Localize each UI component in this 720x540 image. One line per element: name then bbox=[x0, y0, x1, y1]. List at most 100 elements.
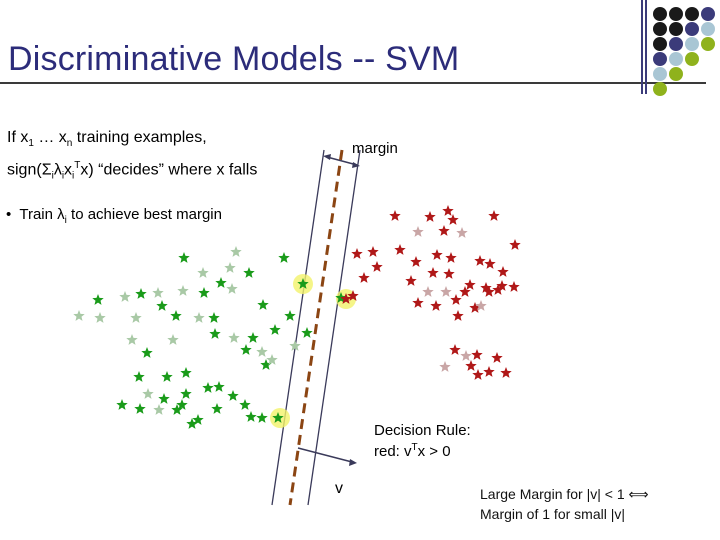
class-green-star bbox=[209, 328, 221, 339]
class-green-star bbox=[243, 267, 255, 278]
decor-dot bbox=[653, 52, 667, 66]
class-red-star bbox=[405, 275, 417, 286]
class-red-star bbox=[450, 294, 462, 305]
class-green-star bbox=[134, 403, 146, 414]
class-green-star bbox=[239, 399, 251, 410]
class-red-star bbox=[469, 302, 481, 313]
class-green-star bbox=[180, 388, 192, 399]
class-red-star bbox=[443, 268, 455, 279]
class-green-star bbox=[116, 399, 128, 410]
class-red-star bbox=[480, 282, 492, 293]
decor-dot bbox=[653, 7, 667, 21]
class-green-star bbox=[135, 288, 147, 299]
class-red-star bbox=[412, 297, 424, 308]
class-green-star bbox=[180, 367, 192, 378]
class-green-star bbox=[228, 332, 240, 343]
large-margin-line1: Large Margin for |v| < 1 ⟺ bbox=[480, 486, 649, 502]
class-green-star bbox=[178, 252, 190, 263]
class-green-star bbox=[176, 399, 188, 410]
class-red-star bbox=[358, 272, 370, 283]
class-green-star bbox=[186, 418, 198, 429]
class-green-star bbox=[193, 312, 205, 323]
class-green-star bbox=[192, 414, 204, 425]
class-green-star bbox=[213, 381, 225, 392]
class-green-star bbox=[126, 334, 138, 345]
class-red-star bbox=[459, 286, 471, 297]
class-green-star bbox=[230, 246, 242, 257]
class-green-star bbox=[167, 334, 179, 345]
class-red-star bbox=[475, 300, 487, 311]
class-red-star bbox=[508, 281, 520, 292]
large-margin-line2: Margin of 1 for small |v| bbox=[480, 505, 625, 522]
class-red-star bbox=[465, 360, 477, 371]
class-green-star bbox=[289, 340, 301, 351]
class-green-star bbox=[256, 412, 268, 423]
decor-dot bbox=[669, 22, 683, 36]
margin-boundary-left bbox=[271, 149, 325, 506]
bullet-train-lambda: • Train λi to achieve best margin bbox=[6, 206, 222, 226]
class-red-star bbox=[492, 284, 504, 295]
class-green-star bbox=[224, 262, 236, 273]
class-red-star bbox=[464, 279, 476, 290]
class-green-star bbox=[266, 354, 278, 365]
margin-label: margin bbox=[352, 140, 398, 157]
class-red-star bbox=[445, 252, 457, 263]
class-green-star bbox=[226, 283, 238, 294]
class-green-star bbox=[141, 347, 153, 358]
decor-dot bbox=[653, 22, 667, 36]
class-red-star bbox=[438, 225, 450, 236]
accent-bar bbox=[645, 0, 647, 94]
class-green-star bbox=[278, 252, 290, 263]
decor-dot bbox=[685, 37, 699, 51]
class-green-star bbox=[247, 332, 259, 343]
class-red-star bbox=[430, 300, 442, 311]
class-green-star bbox=[256, 346, 268, 357]
class-red-star bbox=[367, 246, 379, 257]
decor-dot bbox=[685, 7, 699, 21]
class-green-star bbox=[133, 371, 145, 382]
normal-vector-v bbox=[297, 447, 353, 463]
class-red-star bbox=[488, 210, 500, 221]
decor-dot bbox=[669, 67, 683, 81]
class-red-star bbox=[497, 266, 509, 277]
class-green-star bbox=[240, 344, 252, 355]
class-red-star bbox=[347, 290, 359, 301]
decor-dot bbox=[669, 37, 683, 51]
class-red-star bbox=[496, 280, 508, 291]
margin-arrowhead bbox=[352, 162, 360, 168]
class-green-star bbox=[284, 310, 296, 321]
class-red-star bbox=[427, 267, 439, 278]
vector-v-label: v bbox=[335, 480, 343, 497]
decision-function-text: sign(ΣiλixiTx) “decides” where x falls bbox=[7, 160, 258, 182]
class-green-star bbox=[272, 412, 284, 423]
class-red-star bbox=[472, 369, 484, 380]
class-red-star bbox=[371, 261, 383, 272]
class-red-star bbox=[431, 249, 443, 260]
class-green-star bbox=[208, 312, 220, 323]
class-red-star bbox=[460, 350, 472, 361]
class-red-star bbox=[422, 286, 434, 297]
decor-dot bbox=[701, 22, 715, 36]
class-green-star bbox=[119, 291, 131, 302]
class-green-star bbox=[171, 404, 183, 415]
class-green-star bbox=[92, 294, 104, 305]
decor-dot bbox=[653, 67, 667, 81]
class-red-star bbox=[452, 310, 464, 321]
class-red-star bbox=[442, 205, 454, 216]
margin-arrowhead bbox=[323, 154, 331, 160]
class-red-star bbox=[447, 214, 459, 225]
normal-vector-arrowhead bbox=[349, 459, 357, 466]
class-red-star bbox=[449, 344, 461, 355]
class-green-star bbox=[153, 404, 165, 415]
decision-boundary bbox=[288, 149, 344, 506]
class-green-star bbox=[177, 285, 189, 296]
class-green-star bbox=[257, 299, 269, 310]
decor-dot bbox=[685, 22, 699, 36]
class-red-star bbox=[394, 244, 406, 255]
class-red-star bbox=[471, 349, 483, 360]
decor-dot bbox=[701, 7, 715, 21]
class-red-star bbox=[483, 366, 495, 377]
class-green-star bbox=[197, 267, 209, 278]
class-green-star bbox=[130, 312, 142, 323]
